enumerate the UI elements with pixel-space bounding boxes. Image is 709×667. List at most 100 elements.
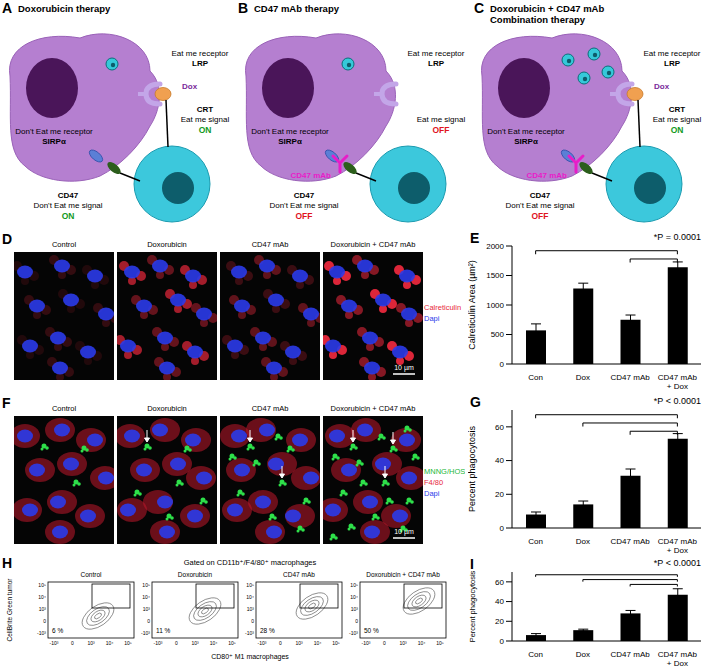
svg-text:10³: 10³ <box>143 606 151 612</box>
svg-text:CD80⁺ M1 macrophages: CD80⁺ M1 macrophages <box>211 653 289 661</box>
svg-text:11 %: 11 % <box>156 627 171 634</box>
svg-text:ON: ON <box>199 125 212 135</box>
svg-text:CD47 mAb: CD47 mAb <box>252 404 289 413</box>
svg-text:LRP: LRP <box>428 59 445 68</box>
svg-text:CD47 mAb+ Dox: CD47 mAb+ Dox <box>658 373 698 390</box>
svg-text:Don't Eat me signal: Don't Eat me signal <box>505 201 574 210</box>
svg-text:50 %: 50 % <box>364 627 379 634</box>
svg-text:CD47 mAb: CD47 mAb <box>283 571 315 578</box>
svg-text:Doxorubicin + CD47 mAb: Doxorubicin + CD47 mAb <box>331 240 416 249</box>
svg-text:Doxorubicin: Doxorubicin <box>147 404 187 413</box>
svg-text:SIRPα: SIRPα <box>278 137 302 146</box>
svg-text:OFF: OFF <box>532 211 549 221</box>
svg-text:60: 60 <box>495 423 504 432</box>
svg-text:D: D <box>2 231 12 247</box>
svg-text:CD47: CD47 <box>530 191 551 200</box>
svg-text:Don't Eat me receptor: Don't Eat me receptor <box>487 127 565 136</box>
svg-text:CRT: CRT <box>197 105 214 114</box>
svg-text:OFF: OFF <box>433 125 450 135</box>
svg-text:CD47: CD47 <box>58 191 79 200</box>
svg-text:LRP: LRP <box>664 59 681 68</box>
svg-text:Dox: Dox <box>576 537 590 546</box>
svg-text:Percent phagocytosis: Percent phagocytosis <box>468 425 477 512</box>
svg-text:Doxorubicin: Doxorubicin <box>178 571 213 578</box>
svg-text:-10³: -10³ <box>245 630 254 636</box>
svg-text:1500: 1500 <box>486 271 504 280</box>
svg-text:0: 0 <box>71 640 74 646</box>
svg-text:10⁴: 10⁴ <box>38 594 46 600</box>
svg-text:CRT: CRT <box>669 105 686 114</box>
svg-text:0: 0 <box>175 640 178 646</box>
svg-text:10⁵: 10⁵ <box>142 582 150 588</box>
svg-text:0: 0 <box>500 524 505 533</box>
svg-text:CD47 mAb+ Dox: CD47 mAb+ Dox <box>658 537 698 554</box>
svg-text:40: 40 <box>495 597 504 606</box>
svg-text:10⁴: 10⁴ <box>350 594 358 600</box>
svg-text:LRP: LRP <box>192 59 209 68</box>
svg-text:Dox: Dox <box>182 82 198 91</box>
svg-text:10⁵: 10⁵ <box>350 582 358 588</box>
svg-text:Con: Con <box>528 537 543 546</box>
svg-text:0: 0 <box>383 640 386 646</box>
svg-text:10⁴: 10⁴ <box>210 640 218 646</box>
svg-text:10³: 10³ <box>351 606 359 612</box>
svg-text:SIRPα: SIRPα <box>514 137 538 146</box>
svg-text:Doxorubicin: Doxorubicin <box>147 240 187 249</box>
svg-text:Con: Con <box>528 650 543 659</box>
svg-text:10⁴: 10⁴ <box>314 640 322 646</box>
svg-text:Gated on CD11b⁺/F4/80⁺ macroph: Gated on CD11b⁺/F4/80⁺ macrophages <box>184 558 317 567</box>
svg-text:10⁵: 10⁵ <box>228 640 236 646</box>
svg-text:10⁵: 10⁵ <box>436 640 444 646</box>
svg-text:10⁴: 10⁴ <box>246 594 254 600</box>
svg-text:Dapi: Dapi <box>424 489 440 498</box>
svg-text:Don't Eat me signal: Don't Eat me signal <box>33 201 102 210</box>
svg-text:10³: 10³ <box>295 640 303 646</box>
svg-text:10³: 10³ <box>87 640 95 646</box>
svg-text:Control: Control <box>52 404 77 413</box>
svg-text:Combination therapy: Combination therapy <box>490 14 586 25</box>
svg-text:Eat me receptor: Eat me receptor <box>172 49 229 58</box>
svg-text:Dapi: Dapi <box>424 314 440 323</box>
svg-text:Doxorubicin + CD47 mAb: Doxorubicin + CD47 mAb <box>366 571 440 578</box>
svg-text:-10³: -10³ <box>37 630 46 636</box>
svg-text:10⁴: 10⁴ <box>142 594 150 600</box>
svg-text:10 µm: 10 µm <box>394 364 414 372</box>
svg-text:CD47 mAb+ Dox: CD47 mAb+ Dox <box>658 650 698 667</box>
svg-text:SIRPα: SIRPα <box>42 137 66 146</box>
svg-text:6 %: 6 % <box>52 627 63 634</box>
svg-text:Dox: Dox <box>654 82 670 91</box>
svg-text:10 µm: 10 µm <box>394 528 414 536</box>
svg-text:CD47 mAb: CD47 mAb <box>527 171 568 180</box>
svg-text:Dox: Dox <box>576 373 590 382</box>
svg-text:CD47 mAb: CD47 mAb <box>611 373 651 382</box>
svg-text:CD47 mAb therapy: CD47 mAb therapy <box>254 3 340 14</box>
svg-text:Don't Eat me signal: Don't Eat me signal <box>269 201 338 210</box>
svg-text:-10³: -10³ <box>349 630 358 636</box>
svg-text:60: 60 <box>495 578 504 587</box>
svg-text:10³: 10³ <box>191 640 199 646</box>
svg-text:0: 0 <box>500 637 505 646</box>
svg-text:10⁵: 10⁵ <box>332 640 340 646</box>
svg-text:Eat me receptor: Eat me receptor <box>644 49 701 58</box>
svg-text:Control: Control <box>52 240 77 249</box>
svg-text:H: H <box>2 556 12 571</box>
svg-text:Don't Eat me receptor: Don't Eat me receptor <box>15 127 93 136</box>
svg-text:Percent phagocytosis: Percent phagocytosis <box>468 570 477 642</box>
svg-text:0: 0 <box>279 640 282 646</box>
svg-text:-10³: -10³ <box>50 640 59 646</box>
svg-text:-10³: -10³ <box>141 630 150 636</box>
svg-text:0: 0 <box>147 618 150 624</box>
svg-text:Doxorubicin + CD47 mAb: Doxorubicin + CD47 mAb <box>490 3 604 14</box>
svg-text:10⁵: 10⁵ <box>38 582 46 588</box>
svg-text:500: 500 <box>491 330 505 339</box>
svg-text:B: B <box>238 0 248 16</box>
svg-text:CellBrite Green tumor: CellBrite Green tumor <box>6 578 13 642</box>
svg-text:F4/80: F4/80 <box>424 478 443 487</box>
svg-text:Don't Eat me receptor: Don't Eat me receptor <box>251 127 329 136</box>
svg-text:MNNG/HOS: MNNG/HOS <box>424 467 465 476</box>
svg-text:-10³: -10³ <box>362 640 371 646</box>
svg-text:40: 40 <box>495 456 504 465</box>
svg-text:0: 0 <box>500 360 505 369</box>
svg-text:CD47 mAb: CD47 mAb <box>291 171 332 180</box>
svg-text:Con: Con <box>528 373 543 382</box>
